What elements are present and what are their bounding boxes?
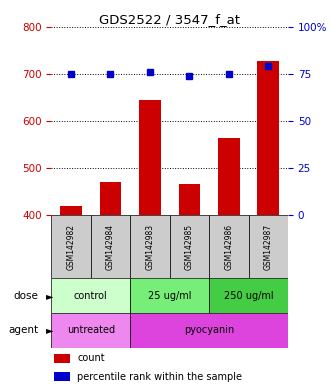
Bar	[178, 184, 200, 215]
Text: GSM142987: GSM142987	[264, 223, 273, 270]
Text: GSM142984: GSM142984	[106, 223, 115, 270]
Bar	[130, 278, 209, 313]
Bar	[209, 215, 249, 278]
Bar	[130, 215, 169, 278]
Bar	[51, 313, 130, 348]
Bar	[100, 182, 121, 215]
Title: GDS2522 / 3547_f_at: GDS2522 / 3547_f_at	[99, 13, 240, 26]
Bar	[169, 215, 209, 278]
Text: 250 ug/ml: 250 ug/ml	[224, 291, 273, 301]
Text: ►: ►	[46, 291, 53, 301]
Bar	[258, 61, 279, 215]
Text: 25 ug/ml: 25 ug/ml	[148, 291, 191, 301]
Text: GSM142986: GSM142986	[224, 223, 233, 270]
Bar	[60, 206, 82, 215]
Text: untreated: untreated	[67, 325, 115, 335]
Text: ►: ►	[46, 325, 53, 335]
Text: dose: dose	[13, 291, 38, 301]
Bar	[91, 215, 130, 278]
Bar	[130, 313, 288, 348]
Bar	[139, 100, 161, 215]
Bar	[54, 354, 70, 363]
Bar	[209, 278, 288, 313]
Text: agent: agent	[8, 325, 38, 335]
Bar	[249, 215, 288, 278]
Bar	[54, 372, 70, 381]
Text: GSM142985: GSM142985	[185, 223, 194, 270]
Bar	[51, 278, 130, 313]
Text: pyocyanin: pyocyanin	[184, 325, 234, 335]
Text: control: control	[74, 291, 108, 301]
Text: count: count	[77, 353, 105, 363]
Text: GSM142982: GSM142982	[67, 224, 75, 270]
Text: GSM142983: GSM142983	[145, 223, 155, 270]
Text: percentile rank within the sample: percentile rank within the sample	[77, 372, 242, 382]
Bar	[218, 138, 240, 215]
Bar	[51, 215, 91, 278]
